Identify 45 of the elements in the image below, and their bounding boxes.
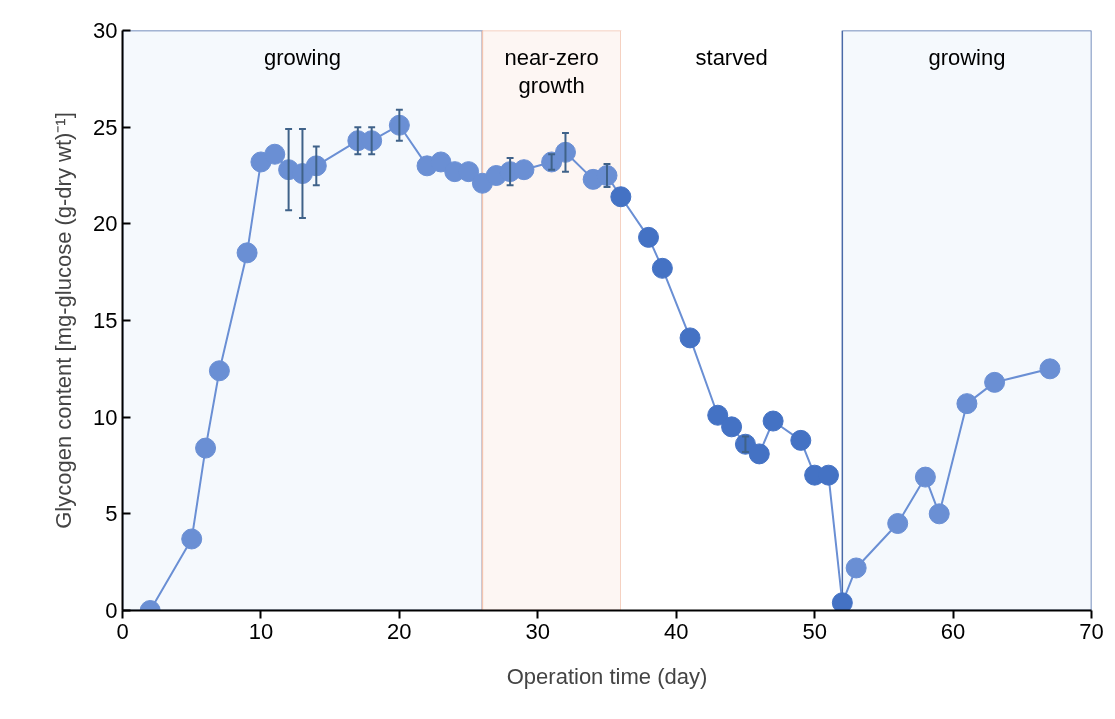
point bbox=[458, 161, 480, 183]
y-tick-label: 25 bbox=[93, 114, 118, 140]
point bbox=[430, 151, 452, 173]
y-tick-label: 20 bbox=[93, 211, 118, 237]
point bbox=[195, 437, 217, 459]
x-axis-title: Operation time (day) bbox=[506, 663, 708, 689]
point bbox=[236, 242, 258, 264]
point bbox=[638, 226, 660, 248]
y-tick-label: 15 bbox=[93, 308, 118, 333]
band-label: near-zero growth bbox=[504, 44, 599, 98]
y-tick-label: 0 bbox=[105, 598, 118, 623]
point bbox=[679, 327, 701, 349]
band-label: starved bbox=[695, 44, 768, 70]
y-axis-title: Glycogen content [mg-glucose (g-dry wt)⁻¹] bbox=[51, 112, 77, 529]
y-tick-label: 10 bbox=[93, 404, 118, 430]
point bbox=[1039, 358, 1061, 380]
point bbox=[264, 143, 286, 165]
band-label: growing bbox=[263, 44, 341, 70]
point bbox=[208, 360, 230, 382]
point bbox=[762, 410, 784, 432]
x-tick-label: 40 bbox=[663, 618, 689, 644]
point bbox=[513, 159, 535, 181]
x-tick-label: 30 bbox=[525, 618, 551, 644]
x-tick-label: 70 bbox=[1079, 618, 1104, 644]
point bbox=[831, 592, 853, 611]
point bbox=[181, 528, 203, 550]
point bbox=[790, 429, 812, 451]
x-tick-label: 50 bbox=[802, 618, 827, 644]
band-label: growing bbox=[928, 44, 1006, 70]
point bbox=[707, 404, 729, 426]
point bbox=[984, 371, 1006, 393]
x-tick-label: 20 bbox=[387, 618, 412, 644]
x-tick-label: 10 bbox=[248, 618, 274, 644]
point bbox=[721, 416, 743, 438]
point bbox=[748, 443, 770, 465]
point bbox=[956, 393, 978, 415]
point bbox=[651, 257, 673, 279]
point bbox=[928, 503, 950, 525]
point bbox=[914, 466, 936, 488]
y-tick-label: 5 bbox=[105, 501, 118, 527]
x-tick-label: 60 bbox=[940, 618, 966, 644]
y-tick-label: 30 bbox=[93, 18, 118, 43]
point bbox=[610, 186, 632, 208]
point bbox=[887, 513, 909, 534]
point bbox=[845, 557, 867, 579]
